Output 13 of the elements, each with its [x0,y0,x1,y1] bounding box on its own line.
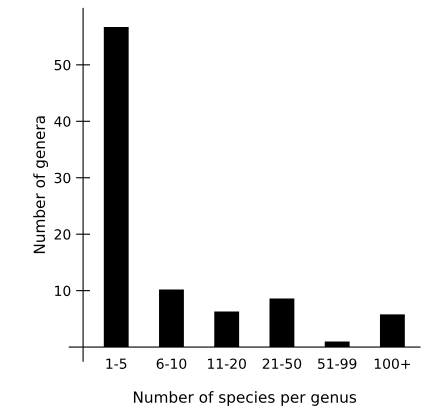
x-axis-title: Number of species per genus [134,391,356,406]
y-tick-label: 10 [55,286,70,296]
y-axis-title: Number of genera [33,116,48,254]
y-tick-label: 40 [54,116,70,127]
x-tick-label: 1-5 [106,358,126,369]
x-tick-label: 100+ [374,358,410,369]
y-tick-label: 30 [54,172,70,184]
x-tick-label: 21-50 [262,358,302,369]
y-tick-label: 50 [54,60,70,70]
x-tick-label: 6-10 [156,358,186,369]
y-tick-label: 20 [54,229,70,240]
x-tick-label: 11-20 [208,358,246,369]
x-tick-label: 51-99 [318,358,356,369]
